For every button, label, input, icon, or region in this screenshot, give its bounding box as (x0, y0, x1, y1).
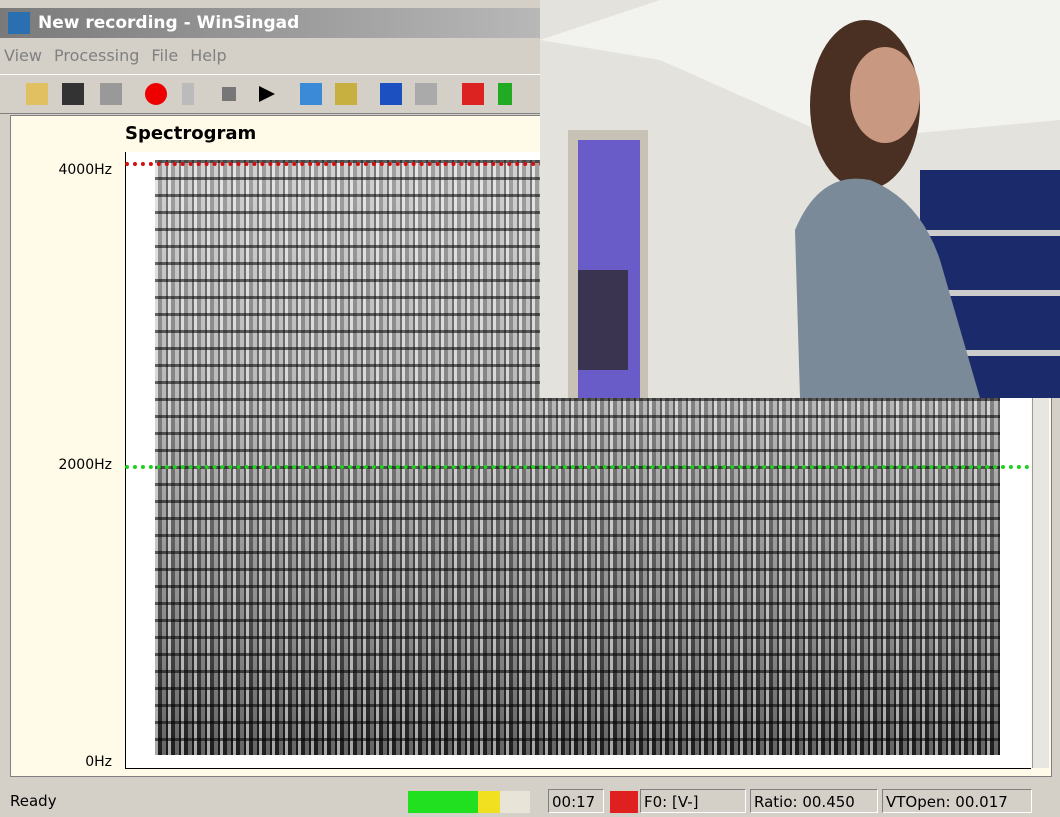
screen: New recording - WinSingad View Processing… (0, 0, 1060, 817)
ratio-display: Ratio: 00.450 (750, 789, 878, 813)
pitch-button[interactable] (462, 83, 484, 105)
stop-button[interactable] (222, 87, 236, 101)
menu-item[interactable]: Processing (54, 46, 139, 65)
pause-button[interactable] (182, 83, 194, 105)
y-label: 0Hz (12, 754, 112, 770)
title-bar: New recording - WinSingad (0, 8, 540, 38)
voice-indicator (610, 791, 638, 813)
mid-line (125, 465, 1030, 469)
scale-button[interactable] (498, 83, 512, 105)
panel-title: Spectrogram (125, 123, 256, 144)
menu-item[interactable]: Help (190, 46, 226, 65)
print-button[interactable] (100, 83, 122, 105)
toolbar (0, 74, 540, 114)
menu-item[interactable]: View (4, 46, 42, 65)
level-meter-empty (500, 791, 530, 813)
open-button[interactable] (26, 83, 48, 105)
waveform-button[interactable] (380, 83, 402, 105)
menu-bar: View Processing File Help (0, 40, 540, 72)
time-display: 00:17 (548, 789, 604, 813)
save-button[interactable] (62, 83, 84, 105)
y-label: 4000Hz (12, 162, 112, 178)
speaker-button[interactable] (335, 83, 357, 105)
grid-button[interactable] (415, 83, 437, 105)
f0-display: F0: [V-] (640, 789, 746, 813)
menu-item[interactable]: File (151, 46, 178, 65)
app-icon (8, 12, 30, 34)
status-text: Ready (10, 785, 57, 817)
record-button[interactable] (145, 83, 167, 105)
level-meter-green (408, 791, 478, 813)
vtopen-display: VTOpen: 00.017 (882, 789, 1032, 813)
play-button[interactable] (256, 83, 278, 105)
status-bar: Ready 00:17 F0: [V-] Ratio: 00.450 VTOpe… (0, 785, 1060, 817)
video-overlay (540, 0, 1060, 398)
window-title: New recording - WinSingad (38, 8, 299, 38)
y-label: 2000Hz (12, 457, 112, 473)
level-meter-yellow (478, 791, 500, 813)
mic-button[interactable] (300, 83, 322, 105)
video-frame (540, 0, 1060, 398)
